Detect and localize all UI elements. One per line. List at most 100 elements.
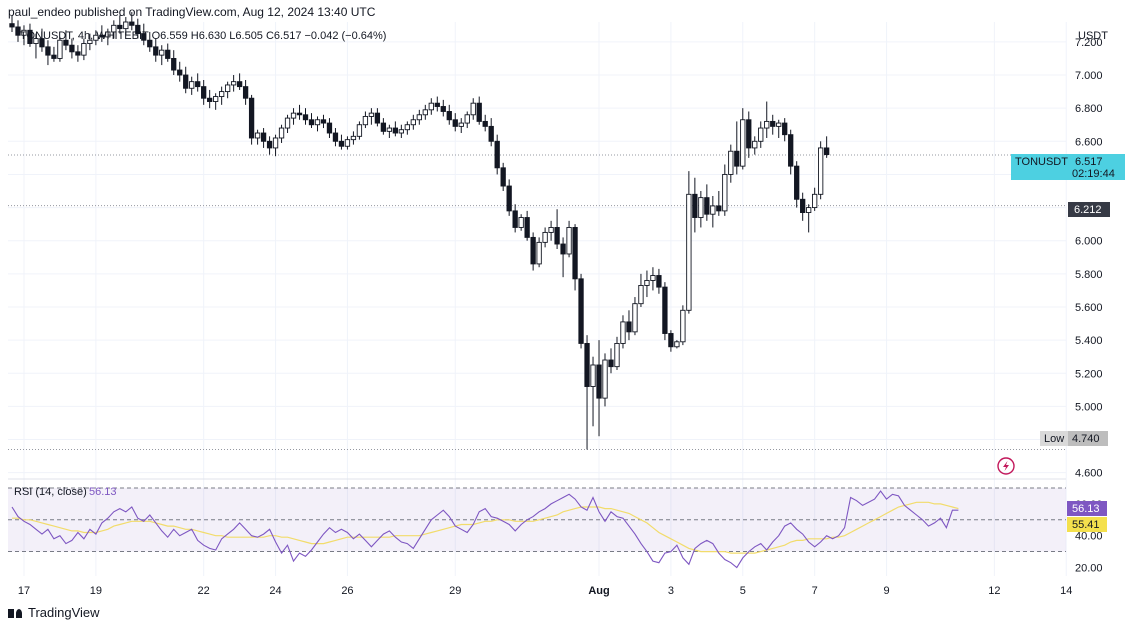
candle [153,38,159,62]
candle [248,94,255,145]
time-tick-label: 5 [740,585,746,597]
candle [338,134,345,150]
candle [770,114,776,135]
price-chart[interactable]: 7.2007.0006.8006.6006.4006.2006.0005.800… [0,0,1137,600]
candle [608,348,614,374]
tradingview-branding: TradingView [8,605,100,620]
crosshair-price-label: 6.212 [1068,202,1110,217]
candle [314,116,321,132]
lightning-icon[interactable] [997,457,1015,475]
candle [536,237,542,268]
candle [482,114,488,132]
price-label-symbol: TONUSDT [1015,156,1068,168]
candle [440,99,446,117]
candle [686,171,692,314]
price-tick-label: 6.000 [1075,236,1103,248]
candle [398,124,404,138]
candle [129,12,135,31]
candle [39,28,45,52]
price-tick-label: 5.000 [1075,401,1103,413]
candle [500,162,506,192]
candle [800,192,806,221]
time-tick-label: 3 [668,585,674,597]
tradingview-brand-text: TradingView [28,605,100,620]
time-axis: 17 19 22 24 26 29 Aug 3 5 7 9 12 14 [18,585,1073,597]
candle [266,136,273,155]
candle [105,28,111,46]
candle [632,297,638,336]
symbol-ohlc-line: TONUSDT, 4h, WHITEBIT O6.559 H6.630 L6.5… [20,30,386,42]
rsi-value-badge: 56.13 [1067,501,1107,516]
price-label: TONUSDT 6.517 02:19:44 [1011,154,1125,180]
candle [326,118,333,138]
candle [296,104,303,120]
candle [788,129,794,175]
rsi-header: RSI (14, close) 56.13 [14,486,117,498]
low-label-value: 4.740 [1072,433,1100,445]
candle [177,61,183,82]
candle [356,121,363,140]
candle [506,179,512,216]
candle [201,79,207,105]
low-label-name: Low [1044,433,1064,445]
candle [572,224,578,291]
candle [51,46,57,62]
candle [776,119,782,138]
candle [81,38,87,61]
time-tick-label: 14 [1060,585,1072,597]
candle [380,118,387,135]
candle [362,111,369,129]
candle [590,356,596,427]
candle [434,96,440,112]
rsi-line [11,490,959,569]
price-label-countdown: 02:19:44 [1072,168,1115,180]
candle [189,76,195,95]
time-tick-label: 19 [90,585,102,597]
publish-info: paul_endeo published on TradingView.com,… [8,5,376,19]
price-tick-label: 4.600 [1075,468,1103,480]
candle [171,50,177,76]
candle [668,330,674,352]
low-label: Low 4.740 [1040,431,1108,446]
candle [560,237,566,278]
candle [117,15,123,34]
candle [812,187,818,211]
candlesticks [9,12,830,450]
candle [734,121,740,175]
candle [794,161,800,208]
candle [710,195,716,228]
time-tick-label: 12 [988,585,1000,597]
candle [470,98,476,120]
rsi-ma-badge-value: 55.41 [1072,519,1100,531]
candle [15,20,21,42]
time-tick-label: 22 [198,585,210,597]
price-tick-label: 5.400 [1075,335,1103,347]
time-tick-label: 29 [449,585,461,597]
candle [518,214,524,231]
candle [350,131,357,145]
candle [530,232,536,271]
candle [752,136,758,155]
candle [57,36,63,62]
candle [614,336,620,370]
candle [302,108,309,125]
candle [674,340,680,349]
candle [69,38,75,59]
candle [464,111,470,129]
candle [123,17,129,36]
candle [87,33,93,51]
candle [542,227,548,248]
candle [410,114,416,130]
crosshair-price-value: 6.212 [1074,204,1102,216]
time-tick-label: 7 [812,585,818,597]
candle [195,73,201,92]
candle [722,164,728,216]
candle [218,86,225,105]
candle [111,20,117,39]
candle [422,104,428,120]
candle [740,108,746,170]
candle [308,113,315,129]
candle [452,113,458,132]
candle [758,121,764,148]
candle [584,335,590,450]
